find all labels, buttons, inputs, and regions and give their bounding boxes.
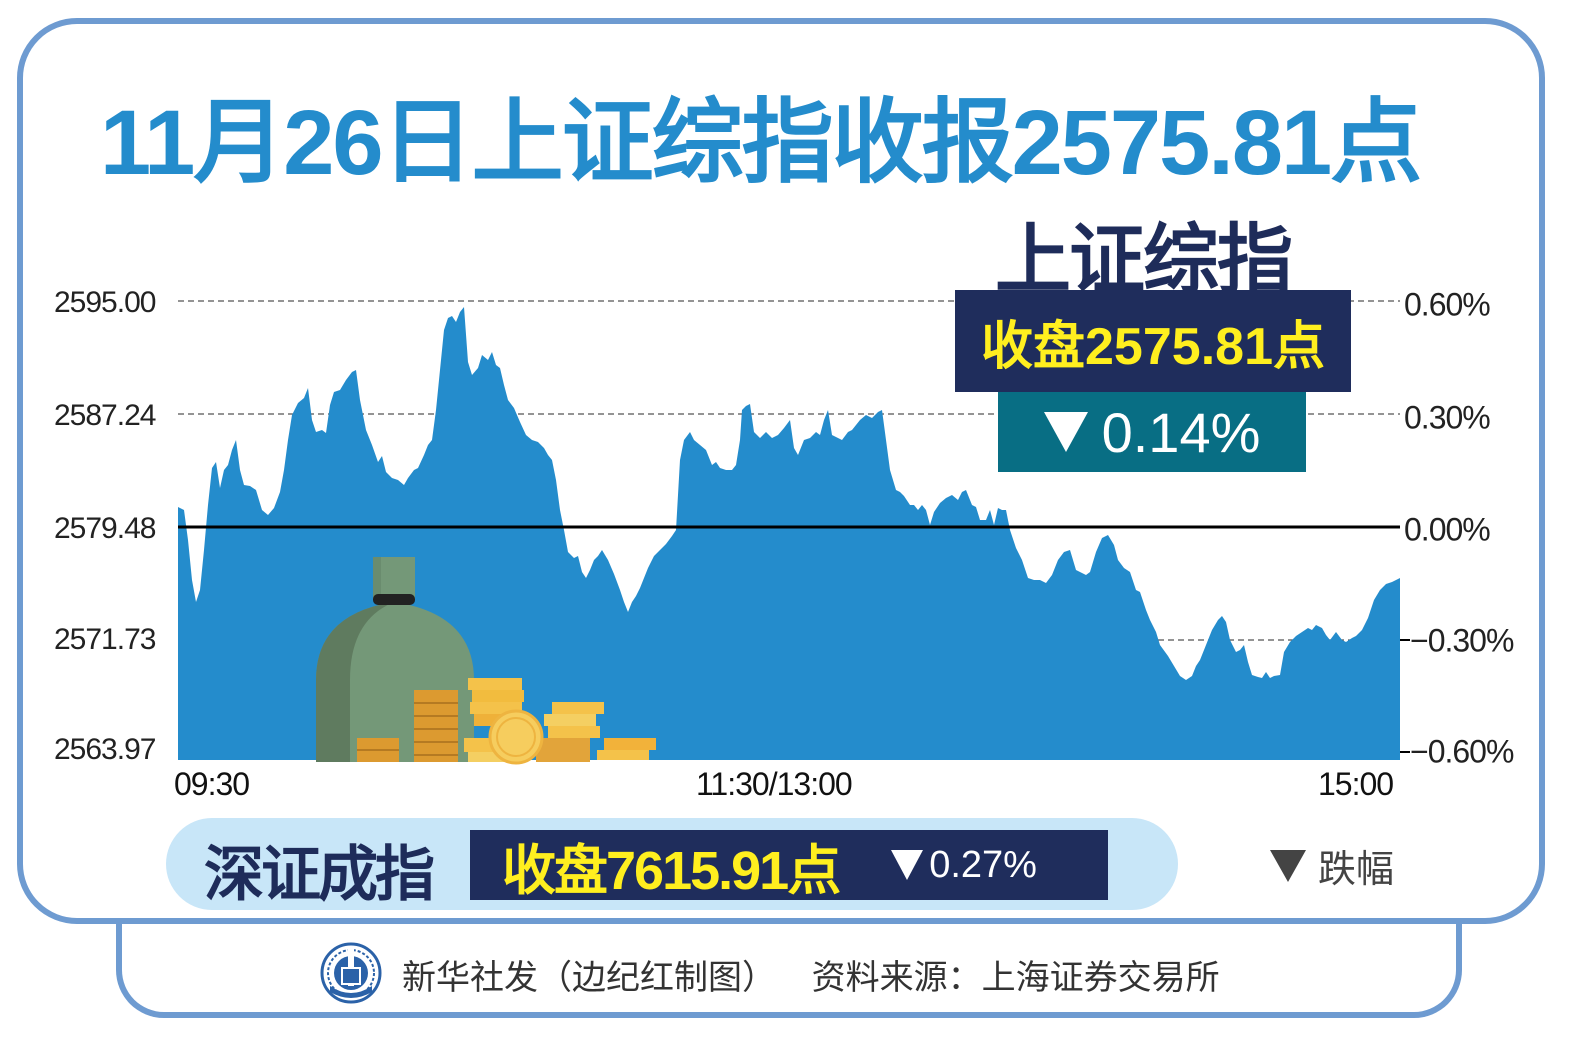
footer-credit: 新华社发（边纪红制图） 资料来源：上海证券交易所 bbox=[402, 950, 1220, 999]
y-tick-left: 2595.00 bbox=[54, 286, 156, 319]
shenzhen-change-value: 0.27% bbox=[929, 843, 1037, 886]
y-tick-left: 2579.48 bbox=[54, 512, 156, 545]
legend-label: 跌幅 bbox=[1318, 847, 1395, 891]
footer-source-text: 资料来源：上海证券交易所 bbox=[811, 958, 1220, 998]
x-tick: 11:30/13:00 bbox=[696, 766, 853, 802]
x-tick: 15:00 bbox=[1318, 766, 1394, 802]
x-tick: 09:30 bbox=[174, 766, 250, 802]
footer-credit-text: 新华社发（边纪红制图） bbox=[402, 958, 776, 998]
y-tick-right: 0.30% bbox=[1404, 399, 1491, 436]
y-tick-left: 2563.97 bbox=[54, 733, 156, 766]
money-bag-illustration bbox=[316, 557, 656, 765]
index-area bbox=[178, 307, 1400, 760]
shanghai-close-value: 收盘2575.81点 bbox=[981, 317, 1325, 376]
shenzhen-index-label: 深证成指 bbox=[204, 840, 435, 910]
down-triangle-icon bbox=[891, 850, 924, 880]
down-triangle-icon bbox=[1043, 412, 1088, 452]
shanghai-change-value: 0.14% bbox=[1101, 400, 1261, 464]
down-triangle-icon bbox=[1270, 849, 1306, 882]
y-tick-right: 0.00% bbox=[1404, 511, 1491, 548]
page-title: 11月26日上证综指收报2575.81点 bbox=[100, 92, 1422, 194]
xinhua-logo-icon bbox=[320, 942, 382, 1004]
shenzhen-close-box: 收盘7615.91点 0.27% bbox=[470, 830, 1108, 901]
shenzhen-close-value: 收盘7615.91点 bbox=[502, 840, 841, 901]
shanghai-close-box: 收盘2575.81点 bbox=[955, 290, 1351, 392]
shanghai-index-label: 上证综指 bbox=[995, 215, 1293, 304]
shanghai-change-box: 0.14% bbox=[998, 392, 1306, 472]
y-tick-left: 2587.24 bbox=[54, 399, 156, 432]
y-tick-right: 0.60% bbox=[1404, 286, 1491, 323]
legend: 跌幅 bbox=[1270, 838, 1394, 893]
y-tick-left: 2571.73 bbox=[54, 623, 156, 656]
y-tick-right: −0.30% bbox=[1410, 622, 1514, 659]
shenzhen-change: 0.27% bbox=[891, 844, 1037, 887]
y-tick-right: −0.60% bbox=[1410, 733, 1514, 770]
